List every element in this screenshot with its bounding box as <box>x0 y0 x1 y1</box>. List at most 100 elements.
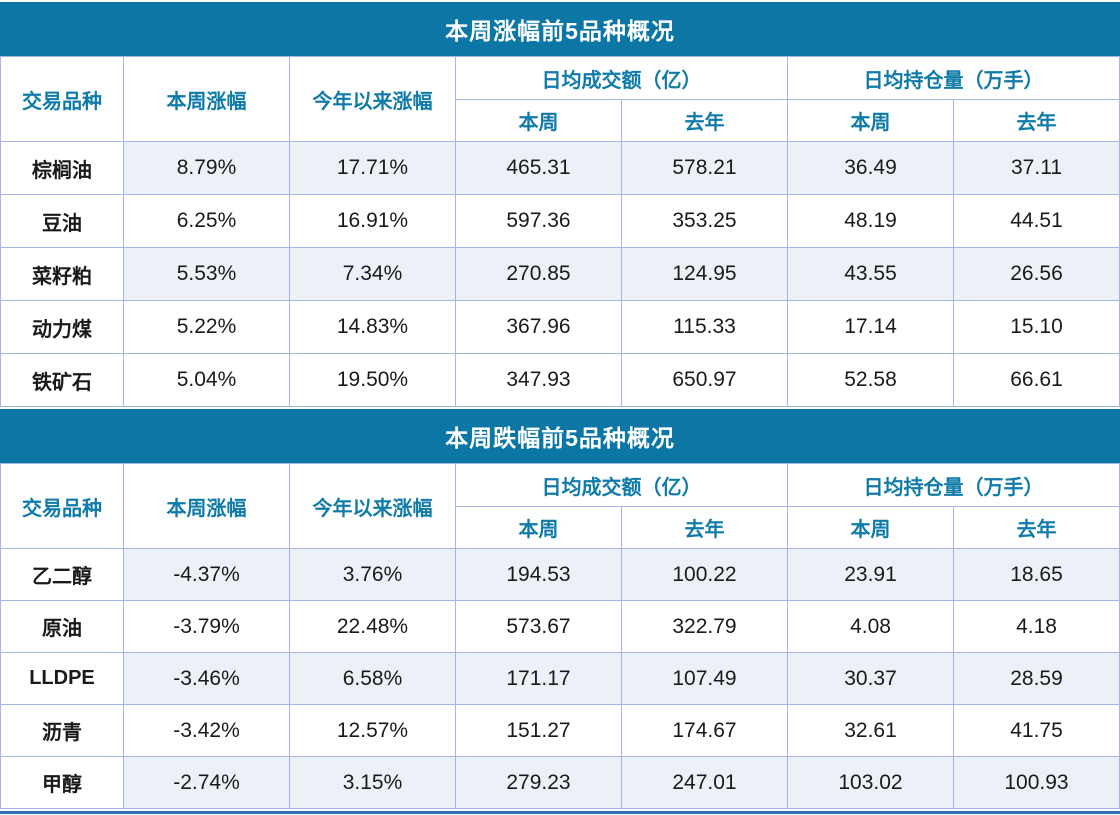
turnover-week-cell: 270.85 <box>455 247 622 301</box>
turnover-last-year-cell: 100.22 <box>621 548 788 601</box>
variety-cell: 沥青 <box>0 704 124 757</box>
variety-cell: 豆油 <box>0 194 124 248</box>
ytd-change-cell: 3.76% <box>289 548 456 601</box>
turnover-last-year-cell: 247.01 <box>621 756 788 809</box>
oi-last-year-cell: 28.59 <box>953 652 1120 705</box>
oi-last-year-cell: 66.61 <box>953 353 1120 407</box>
header-variety: 交易品种 <box>0 56 124 142</box>
turnover-last-year-cell: 115.33 <box>621 300 788 354</box>
oi-week-cell: 43.55 <box>787 247 954 301</box>
turnover-last-year-cell: 650.97 <box>621 353 788 407</box>
table-row: 菜籽粕 5.53% 7.34% 270.85 124.95 43.55 26.56 <box>0 247 1120 301</box>
turnover-last-year-cell: 578.21 <box>621 141 788 195</box>
header-ytd-change: 今年以来涨幅 <box>289 463 456 549</box>
table-row: 动力煤 5.22% 14.83% 367.96 115.33 17.14 15.10 <box>0 300 1120 354</box>
oi-week-cell: 17.14 <box>787 300 954 354</box>
week-change-cell: -2.74% <box>123 756 290 809</box>
bottom-rule <box>0 811 1120 814</box>
gainers-table: 交易品种 本周涨幅 今年以来涨幅 日均成交额（亿） 日均持仓量（万手） 本周 去… <box>0 56 1120 407</box>
header-group-open-interest: 日均持仓量（万手） <box>787 56 1120 100</box>
oi-last-year-cell: 100.93 <box>953 756 1120 809</box>
subheader-turnover-this-week: 本周 <box>455 99 622 142</box>
ytd-change-cell: 19.50% <box>289 353 456 407</box>
turnover-week-cell: 347.93 <box>455 353 622 407</box>
ytd-change-cell: 7.34% <box>289 247 456 301</box>
header-group-open-interest: 日均持仓量（万手） <box>787 463 1120 507</box>
losers-table: 交易品种 本周涨幅 今年以来涨幅 日均成交额（亿） 日均持仓量（万手） 本周 去… <box>0 463 1120 809</box>
subheader-turnover-last-year: 去年 <box>621 99 788 142</box>
turnover-last-year-cell: 174.67 <box>621 704 788 757</box>
ytd-change-cell: 16.91% <box>289 194 456 248</box>
gainers-table-title: 本周涨幅前5品种概况 <box>0 0 1120 56</box>
subheader-oi-last-year: 去年 <box>953 99 1120 142</box>
subheader-turnover-this-week: 本周 <box>455 506 622 549</box>
variety-cell: 棕榈油 <box>0 141 124 195</box>
week-change-cell: -3.42% <box>123 704 290 757</box>
turnover-last-year-cell: 353.25 <box>621 194 788 248</box>
variety-cell: 乙二醇 <box>0 548 124 601</box>
table-row: 乙二醇 -4.37% 3.76% 194.53 100.22 23.91 18.65 <box>0 548 1120 601</box>
variety-cell: 菜籽粕 <box>0 247 124 301</box>
ytd-change-cell: 3.15% <box>289 756 456 809</box>
turnover-week-cell: 279.23 <box>455 756 622 809</box>
subheader-turnover-last-year: 去年 <box>621 506 788 549</box>
ytd-change-cell: 6.58% <box>289 652 456 705</box>
turnover-last-year-cell: 124.95 <box>621 247 788 301</box>
turnover-week-cell: 171.17 <box>455 652 622 705</box>
table-row: LLDPE -3.46% 6.58% 171.17 107.49 30.37 28.59 <box>0 652 1120 705</box>
turnover-week-cell: 573.67 <box>455 600 622 653</box>
turnover-week-cell: 367.96 <box>455 300 622 354</box>
oi-week-cell: 48.19 <box>787 194 954 248</box>
variety-cell: 甲醇 <box>0 756 124 809</box>
week-change-cell: 6.25% <box>123 194 290 248</box>
oi-last-year-cell: 15.10 <box>953 300 1120 354</box>
subheader-oi-this-week: 本周 <box>787 506 954 549</box>
oi-last-year-cell: 4.18 <box>953 600 1120 653</box>
week-change-cell: -3.46% <box>123 652 290 705</box>
subheader-oi-last-year: 去年 <box>953 506 1120 549</box>
variety-cell: 动力煤 <box>0 300 124 354</box>
losers-table-title: 本周跌幅前5品种概况 <box>0 407 1120 463</box>
week-change-cell: -4.37% <box>123 548 290 601</box>
header-group-turnover: 日均成交额（亿） <box>455 463 788 507</box>
oi-last-year-cell: 37.11 <box>953 141 1120 195</box>
ytd-change-cell: 17.71% <box>289 141 456 195</box>
ytd-change-cell: 12.57% <box>289 704 456 757</box>
oi-last-year-cell: 18.65 <box>953 548 1120 601</box>
turnover-last-year-cell: 322.79 <box>621 600 788 653</box>
oi-week-cell: 23.91 <box>787 548 954 601</box>
oi-week-cell: 103.02 <box>787 756 954 809</box>
header-variety: 交易品种 <box>0 463 124 549</box>
header-week-change: 本周涨幅 <box>123 463 290 549</box>
oi-week-cell: 32.61 <box>787 704 954 757</box>
table-row: 棕榈油 8.79% 17.71% 465.31 578.21 36.49 37.11 <box>0 141 1120 195</box>
table-row: 豆油 6.25% 16.91% 597.36 353.25 48.19 44.51 <box>0 194 1120 248</box>
turnover-week-cell: 597.36 <box>455 194 622 248</box>
header-week-change: 本周涨幅 <box>123 56 290 142</box>
turnover-week-cell: 194.53 <box>455 548 622 601</box>
oi-week-cell: 4.08 <box>787 600 954 653</box>
week-change-cell: 5.53% <box>123 247 290 301</box>
week-change-cell: 5.22% <box>123 300 290 354</box>
variety-cell: LLDPE <box>0 652 124 705</box>
table-row: 甲醇 -2.74% 3.15% 279.23 247.01 103.02 100.93 <box>0 756 1120 809</box>
variety-cell: 铁矿石 <box>0 353 124 407</box>
ytd-change-cell: 22.48% <box>289 600 456 653</box>
oi-last-year-cell: 26.56 <box>953 247 1120 301</box>
oi-week-cell: 36.49 <box>787 141 954 195</box>
week-change-cell: 5.04% <box>123 353 290 407</box>
table-row: 铁矿石 5.04% 19.50% 347.93 650.97 52.58 66.61 <box>0 353 1120 407</box>
turnover-week-cell: 151.27 <box>455 704 622 757</box>
table-row: 沥青 -3.42% 12.57% 151.27 174.67 32.61 41.75 <box>0 704 1120 757</box>
turnover-week-cell: 465.31 <box>455 141 622 195</box>
ytd-change-cell: 14.83% <box>289 300 456 354</box>
week-change-cell: -3.79% <box>123 600 290 653</box>
oi-last-year-cell: 44.51 <box>953 194 1120 248</box>
subheader-oi-this-week: 本周 <box>787 99 954 142</box>
table-row: 原油 -3.79% 22.48% 573.67 322.79 4.08 4.18 <box>0 600 1120 653</box>
oi-week-cell: 52.58 <box>787 353 954 407</box>
oi-week-cell: 30.37 <box>787 652 954 705</box>
header-ytd-change: 今年以来涨幅 <box>289 56 456 142</box>
turnover-last-year-cell: 107.49 <box>621 652 788 705</box>
oi-last-year-cell: 41.75 <box>953 704 1120 757</box>
